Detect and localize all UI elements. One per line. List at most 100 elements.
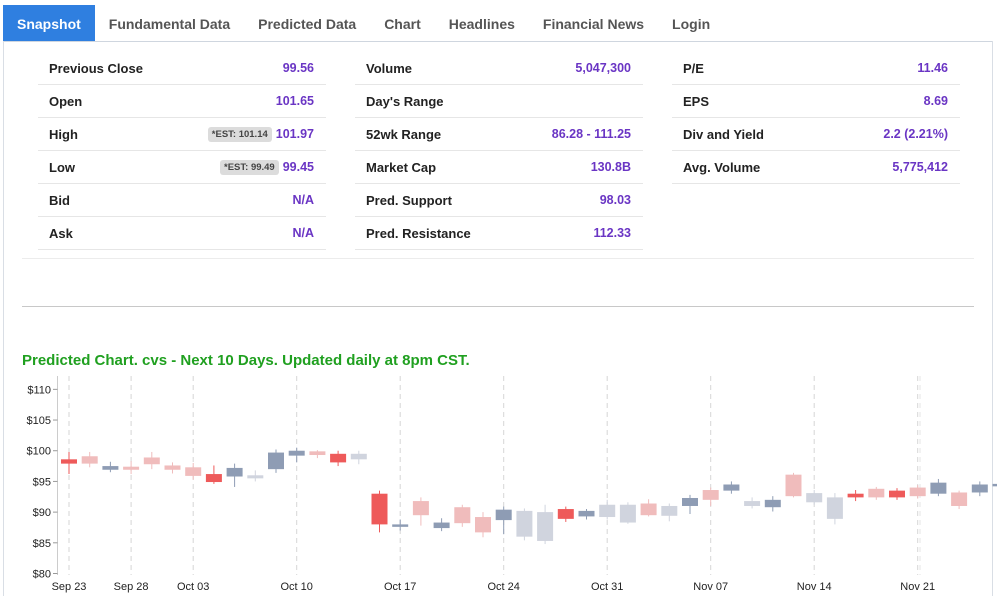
candle-body <box>164 465 181 470</box>
x-tick-label: Oct 24 <box>487 581 519 593</box>
tab-headlines[interactable]: Headlines <box>448 15 515 32</box>
candle-body <box>951 492 968 506</box>
stat-label: EPS <box>683 93 710 109</box>
tab-snapshot[interactable]: Snapshot <box>3 5 95 42</box>
tab-bar: Snapshot Fundamental Data Predicted Data Ch… <box>3 5 724 42</box>
candle-body <box>268 452 284 470</box>
candle-body <box>143 457 160 465</box>
stat-label: Day's Range <box>366 93 444 109</box>
stat-value-wrap: 112.33 <box>593 226 631 240</box>
candle-body <box>619 504 636 523</box>
stat-row-market-cap: Market Cap 130.8B <box>355 151 643 184</box>
stat-value-wrap: 101.65 <box>276 94 314 108</box>
candle-body <box>288 450 305 456</box>
x-tick-label: Oct 10 <box>280 581 312 593</box>
x-tick-label: Nov 07 <box>693 581 728 593</box>
stat-row-p-e: P/E 11.46 <box>672 52 960 85</box>
y-tick-label: $95 <box>33 476 51 488</box>
stat-value-wrap: 98.03 <box>600 193 631 207</box>
estimate-badge: *EST: 99.49 <box>220 159 279 175</box>
stat-row-eps: EPS 8.69 <box>672 85 960 118</box>
candle-body <box>309 451 326 456</box>
stat-value-wrap: N/A <box>292 226 314 240</box>
candle-body <box>247 475 264 479</box>
stat-value: 2.2 (2.21%) <box>883 127 948 141</box>
tab-chart[interactable]: Chart <box>384 15 421 32</box>
stat-value: 8.69 <box>923 94 948 108</box>
x-tick-label: Nov 14 <box>797 581 832 593</box>
stats-divider <box>22 258 974 259</box>
stat-label: Pred. Support <box>366 192 452 208</box>
candle-body <box>433 522 450 529</box>
candle-body <box>640 503 657 516</box>
candle-body <box>61 459 77 464</box>
stats-column-3: P/E 11.46 EPS 8.69 Div and Yield 2.2 (2.21%) A… <box>672 52 960 184</box>
tab-financial-news[interactable]: Financial News <box>542 15 645 32</box>
candle-body <box>909 487 926 497</box>
y-tick-label: $80 <box>33 569 51 581</box>
stat-value: 98.03 <box>599 193 631 207</box>
stat-value-wrap: 8.69 <box>924 94 948 108</box>
stat-row-ask: Ask N/A <box>38 217 326 250</box>
stat-value: 112.33 <box>593 226 631 240</box>
stat-value-wrap: N/A <box>292 193 314 207</box>
x-tick-label: Nov 21 <box>900 581 935 593</box>
candle-body <box>81 456 98 464</box>
x-tick-label: Oct 31 <box>591 581 623 593</box>
stat-value-wrap: 11.46 <box>917 61 948 75</box>
candle-body <box>371 493 388 525</box>
stat-value: 99.56 <box>282 61 314 75</box>
candle-body <box>764 499 781 508</box>
candle-body <box>454 507 471 524</box>
candle-body <box>971 484 988 493</box>
candle-body <box>102 466 119 470</box>
candle-body <box>702 490 719 500</box>
candle-body <box>992 483 997 487</box>
candle-body <box>205 474 222 483</box>
stat-label: Market Cap <box>366 159 437 175</box>
stat-value: 11.46 <box>917 61 948 75</box>
stat-row-bid: Bid N/A <box>38 184 326 217</box>
tab-fundamental-data[interactable]: Fundamental Data <box>108 15 231 32</box>
stat-label: Open <box>49 93 83 109</box>
stat-value: N/A <box>292 193 314 207</box>
candle-body <box>123 466 140 470</box>
stat-row-high: High *EST: 101.14 101.97 <box>38 118 326 151</box>
stat-value: 101.65 <box>275 94 314 108</box>
stat-label: 52wk Range <box>366 126 442 142</box>
candle-body <box>475 517 491 533</box>
tab-predicted-data[interactable]: Predicted Data <box>258 15 357 32</box>
stat-value: 99.45 <box>282 160 314 174</box>
panel-border-right <box>992 41 993 596</box>
y-tick-label: $105 <box>27 415 51 427</box>
tab-login[interactable]: Login <box>672 15 711 32</box>
candle-body <box>682 497 698 506</box>
stat-label: Bid <box>49 192 70 208</box>
stat-value: 86.28 - 111.25 <box>551 127 631 141</box>
stat-row-avg-volume: Avg. Volume 5,775,412 <box>672 151 960 184</box>
stat-value-wrap: 5,047,300 <box>575 61 631 75</box>
stat-row-previous-close: Previous Close 99.56 <box>38 52 326 85</box>
candle-body <box>868 488 885 498</box>
stat-row-pred-support: Pred. Support 98.03 <box>355 184 643 217</box>
candle-body <box>723 484 740 491</box>
candle-body <box>826 497 843 519</box>
candle-body <box>661 505 678 516</box>
candle-body <box>350 453 367 460</box>
stat-label: Low <box>49 159 75 175</box>
stat-value: N/A <box>292 226 314 240</box>
stat-value-wrap: 130.8B <box>591 160 631 174</box>
stat-label: Div and Yield <box>683 126 764 142</box>
stat-label: Pred. Resistance <box>366 225 471 241</box>
x-tick-label: Oct 03 <box>177 581 209 593</box>
stat-value: 5,775,412 <box>892 160 948 174</box>
x-tick-label: Sep 23 <box>52 581 87 593</box>
stat-value-wrap: *EST: 101.14 101.97 <box>207 126 314 142</box>
stat-row-volume: Volume 5,047,300 <box>355 52 643 85</box>
stat-value: 5,047,300 <box>575 61 631 75</box>
stat-label: Avg. Volume <box>683 159 761 175</box>
x-tick-label: Sep 28 <box>114 581 149 593</box>
candle-body <box>226 467 243 477</box>
candle-body <box>330 453 347 463</box>
stat-value-wrap: 5,775,412 <box>892 160 948 174</box>
